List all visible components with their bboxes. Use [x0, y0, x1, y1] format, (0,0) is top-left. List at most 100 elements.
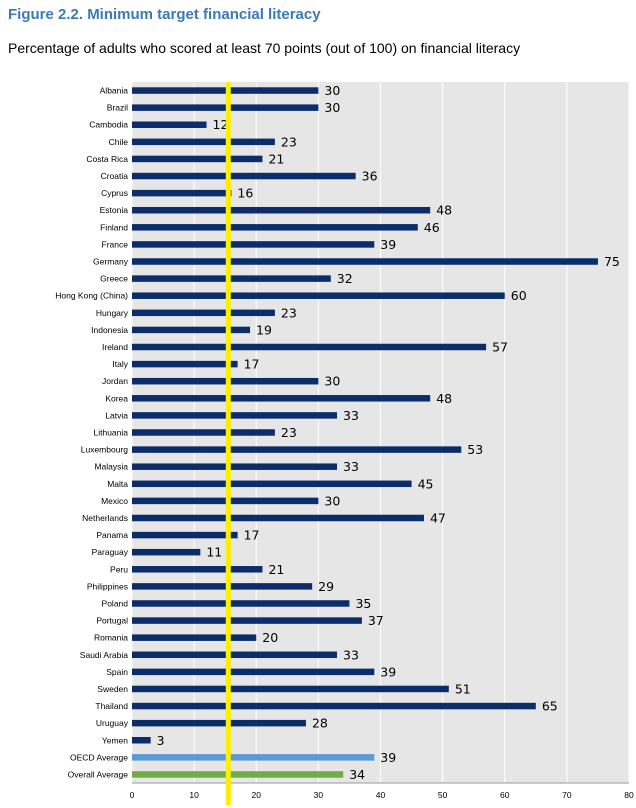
bar [132, 583, 313, 590]
bar [132, 121, 207, 128]
category-label: Lithuania [93, 428, 128, 438]
bar [132, 104, 319, 111]
bar [132, 446, 462, 453]
bar [132, 754, 375, 761]
bar [132, 702, 536, 710]
data-label: 75 [604, 254, 620, 269]
category-label: Panama [96, 530, 128, 540]
category-label: Greece [100, 274, 128, 284]
category-label: Jordan [102, 376, 128, 386]
x-tick-label: 50 [438, 790, 448, 800]
bar [132, 172, 356, 180]
data-label: 3 [157, 733, 165, 748]
data-label: 21 [268, 151, 284, 166]
data-label: 57 [492, 340, 508, 355]
category-label: Hong Kong (China) [55, 291, 128, 301]
data-label: 30 [324, 100, 340, 115]
data-label: 19 [256, 322, 272, 337]
data-label: 20 [262, 630, 278, 645]
bar [132, 309, 275, 317]
data-label: 32 [337, 271, 353, 286]
x-tick-label: 30 [314, 790, 324, 800]
bar [132, 668, 375, 676]
bar [132, 719, 306, 727]
data-label: 16 [237, 186, 253, 201]
x-tick-label: 10 [189, 790, 199, 800]
category-label: Hungary [96, 308, 129, 318]
bar [132, 258, 598, 265]
bar [132, 634, 257, 641]
x-tick-label: 40 [376, 790, 386, 800]
bar [132, 771, 344, 778]
data-label: 33 [343, 647, 359, 662]
category-label: Spain [106, 667, 128, 677]
data-label: 45 [418, 476, 434, 491]
data-label: 53 [467, 442, 483, 457]
category-label: Paraguay [92, 547, 129, 557]
category-label: Malaysia [94, 462, 128, 472]
category-label: Sweden [97, 684, 128, 694]
category-label: Overall Average [68, 769, 129, 779]
bar [132, 87, 319, 94]
bar [132, 463, 338, 470]
category-label: Latvia [105, 410, 128, 420]
bar [132, 600, 350, 607]
data-label: 29 [318, 579, 334, 594]
data-label: 65 [542, 699, 558, 714]
bar [132, 412, 338, 419]
figure-subtitle: Percentage of adults who scored at least… [8, 40, 521, 56]
bar [132, 429, 275, 436]
x-tick-label: 80 [624, 790, 634, 800]
category-label: Indonesia [91, 325, 128, 335]
data-label: 30 [324, 374, 340, 389]
category-label: OECD Average [70, 752, 128, 762]
category-label: Cambodia [89, 120, 128, 130]
category-label: Luxembourg [81, 445, 129, 455]
data-label: 47 [430, 510, 446, 525]
category-label: Netherlands [82, 513, 128, 523]
data-label: 34 [349, 767, 365, 782]
category-label: Philippines [87, 581, 128, 591]
data-label: 51 [455, 681, 471, 696]
category-label: Brazil [107, 103, 128, 113]
category-label: Saudi Arabia [80, 650, 128, 660]
category-label: Portugal [96, 616, 128, 626]
bar [132, 155, 263, 163]
category-label: Mexico [101, 496, 128, 506]
data-label: 35 [355, 596, 371, 611]
data-label: 28 [312, 716, 328, 731]
bar [132, 206, 431, 214]
category-label: Cyprus [101, 188, 128, 198]
data-label: 46 [424, 220, 440, 235]
data-label: 39 [380, 750, 396, 765]
category-label: Finland [100, 222, 128, 232]
data-label: 21 [268, 562, 284, 577]
bar [132, 548, 201, 556]
bar [132, 395, 431, 402]
data-label: 48 [436, 203, 452, 218]
data-label: 33 [343, 459, 359, 474]
data-label: 37 [368, 613, 384, 628]
data-label: 23 [281, 134, 297, 149]
category-label: Uruguay [96, 718, 129, 728]
category-label: Croatia [101, 171, 129, 181]
bar [132, 566, 263, 573]
category-label: Chile [109, 137, 129, 147]
bar [132, 617, 362, 624]
data-label: 30 [324, 83, 340, 98]
bar [132, 685, 449, 693]
data-label: 48 [436, 391, 452, 406]
bar [132, 514, 424, 522]
category-label: France [102, 239, 129, 249]
category-label: Albania [100, 86, 129, 96]
category-label: Korea [105, 393, 128, 403]
bar [132, 531, 238, 539]
data-label: 60 [511, 288, 527, 303]
category-label: Thailand [95, 701, 128, 711]
data-label: 12 [213, 117, 229, 132]
bar [132, 737, 151, 744]
category-label: Poland [102, 598, 129, 608]
category-label: Yemen [102, 735, 128, 745]
x-tick-label: 60 [500, 790, 510, 800]
